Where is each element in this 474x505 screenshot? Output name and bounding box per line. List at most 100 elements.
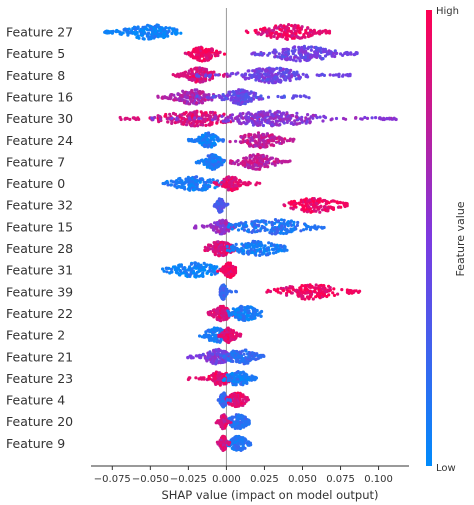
shap-point xyxy=(244,349,248,353)
shap-point xyxy=(259,52,263,56)
shap-point xyxy=(292,36,296,40)
shap-point xyxy=(270,112,274,116)
shap-point xyxy=(232,187,236,191)
shap-point xyxy=(219,327,223,331)
shap-point xyxy=(202,161,206,165)
shap-point xyxy=(282,248,286,252)
shap-point xyxy=(173,267,177,272)
shap-point xyxy=(347,290,351,295)
shap-point xyxy=(269,116,273,120)
shap-point xyxy=(158,117,162,121)
shap-point xyxy=(193,110,197,114)
shap-point xyxy=(370,116,374,120)
shap-point xyxy=(282,76,286,80)
shap-point xyxy=(236,99,240,103)
shap-point xyxy=(265,112,269,116)
shap-point xyxy=(173,96,177,100)
shap-point xyxy=(233,101,238,105)
shap-point xyxy=(189,124,193,128)
shap-point xyxy=(314,283,318,287)
shap-point xyxy=(331,206,335,210)
shap-point xyxy=(199,49,203,53)
shap-point xyxy=(168,112,172,116)
shap-point xyxy=(282,218,286,222)
shap-point xyxy=(229,116,233,120)
shap-point xyxy=(289,30,293,34)
shap-point xyxy=(299,294,303,298)
shap-point xyxy=(276,35,280,39)
shap-point xyxy=(290,34,294,38)
shap-point xyxy=(177,263,181,268)
shap-point xyxy=(308,31,312,35)
shap-point xyxy=(298,121,302,125)
shap-point xyxy=(288,285,292,289)
shap-point xyxy=(201,225,205,229)
shap-point xyxy=(292,137,296,141)
shap-point xyxy=(201,352,205,356)
shap-point xyxy=(190,54,194,58)
shap-point xyxy=(175,179,179,183)
shap-point xyxy=(298,94,302,98)
shap-point xyxy=(290,74,294,78)
shap-point xyxy=(182,100,186,104)
shap-point xyxy=(252,220,256,224)
shap-point xyxy=(249,161,253,165)
shap-point xyxy=(248,112,252,116)
shap-point xyxy=(211,352,215,356)
shap-point xyxy=(231,349,235,353)
shap-point xyxy=(311,199,315,204)
shap-point xyxy=(221,267,226,271)
shap-point xyxy=(259,220,263,224)
shap-point xyxy=(314,31,318,35)
shap-point xyxy=(257,156,261,160)
shap-point xyxy=(178,180,182,184)
shap-point xyxy=(192,48,196,52)
shap-point xyxy=(344,117,348,121)
shap-point xyxy=(276,55,280,59)
shap-point xyxy=(298,53,303,57)
shap-point xyxy=(281,47,285,52)
feature-row-feature-32 xyxy=(212,197,349,214)
shap-point xyxy=(133,32,138,36)
shap-point xyxy=(306,113,310,117)
shap-point xyxy=(235,349,239,354)
shap-point xyxy=(282,24,286,28)
shap-point xyxy=(162,96,166,100)
shap-point xyxy=(242,135,246,139)
shap-point xyxy=(183,112,187,116)
shap-point xyxy=(267,139,271,143)
shap-point xyxy=(294,77,298,81)
shap-point xyxy=(307,117,311,121)
shap-point xyxy=(214,334,218,338)
shap-point xyxy=(234,116,238,120)
shap-point xyxy=(277,52,281,56)
shap-point xyxy=(314,45,318,50)
shap-point xyxy=(324,290,328,294)
shap-point xyxy=(265,34,269,38)
shap-point xyxy=(188,265,192,269)
shap-point xyxy=(236,159,240,163)
feature-row-feature-24 xyxy=(186,131,296,150)
shap-point xyxy=(257,76,262,80)
shap-point xyxy=(278,231,282,235)
shap-point xyxy=(223,221,228,225)
shap-point xyxy=(199,99,203,103)
feature-row-feature-8 xyxy=(171,66,352,85)
shap-point xyxy=(193,175,197,179)
shap-point xyxy=(224,251,228,256)
shap-point xyxy=(202,335,206,339)
shap-point xyxy=(209,115,213,119)
shap-point xyxy=(212,141,216,145)
shap-point xyxy=(216,73,220,77)
shap-point xyxy=(337,72,341,76)
shap-point xyxy=(269,143,273,147)
shap-point xyxy=(317,295,321,299)
shap-point xyxy=(308,283,312,287)
shap-point xyxy=(209,56,213,60)
shap-point xyxy=(259,113,263,117)
shap-point xyxy=(184,177,188,181)
shap-point xyxy=(212,181,216,185)
shap-point xyxy=(240,96,245,100)
shap-point xyxy=(321,208,325,212)
shap-point xyxy=(241,116,245,120)
